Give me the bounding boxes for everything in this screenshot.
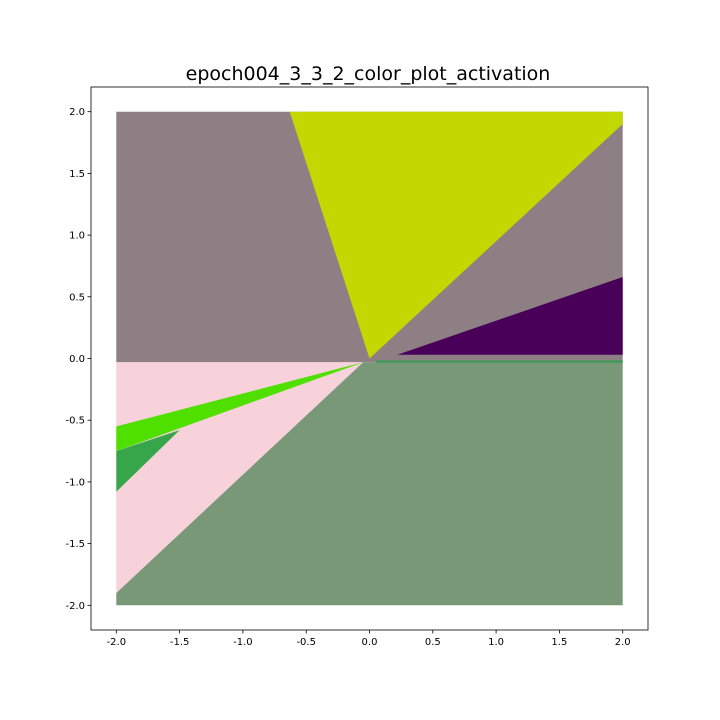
region-6 — [116, 362, 623, 606]
region-7 — [375, 360, 623, 363]
x-axis: -2.0 -1.5 -1.0 -0.5 0.0 0.5 1.0 1.5 2.0 — [107, 630, 631, 648]
region-4 — [116, 362, 364, 452]
y-tick-label: -2.0 — [65, 601, 85, 612]
y-tick-label: 2.0 — [69, 107, 85, 118]
region-layer — [116, 111, 623, 606]
x-tick-label: 1.5 — [551, 637, 567, 648]
y-axis: 2.0 1.5 1.0 0.5 0.0 -0.5 -1.0 -1.5 -2.0 — [65, 107, 91, 612]
region-5 — [116, 430, 180, 492]
y-tick-label: -1.0 — [65, 477, 85, 488]
chart-title: epoch004_3_3_2_color_plot_activation — [186, 63, 551, 85]
x-tick-label: -2.0 — [107, 637, 127, 648]
region-2 — [397, 277, 623, 355]
y-tick-label: -1.5 — [65, 539, 85, 550]
y-tick-label: -0.5 — [65, 416, 85, 427]
region-1 — [289, 111, 623, 359]
y-tick-label: 1.0 — [69, 231, 85, 242]
y-tick-label: 0.5 — [69, 292, 85, 303]
x-tick-label: -1.0 — [233, 637, 253, 648]
x-tick-label: 0.0 — [362, 637, 378, 648]
x-tick-label: 0.5 — [425, 637, 441, 648]
x-tick-label: 1.0 — [488, 637, 504, 648]
x-tick-label: -0.5 — [296, 637, 316, 648]
x-tick-label: -1.5 — [170, 637, 190, 648]
x-tick-label: 2.0 — [615, 637, 631, 648]
y-tick-label: 1.5 — [69, 169, 85, 180]
y-tick-label: 0.0 — [69, 354, 85, 365]
